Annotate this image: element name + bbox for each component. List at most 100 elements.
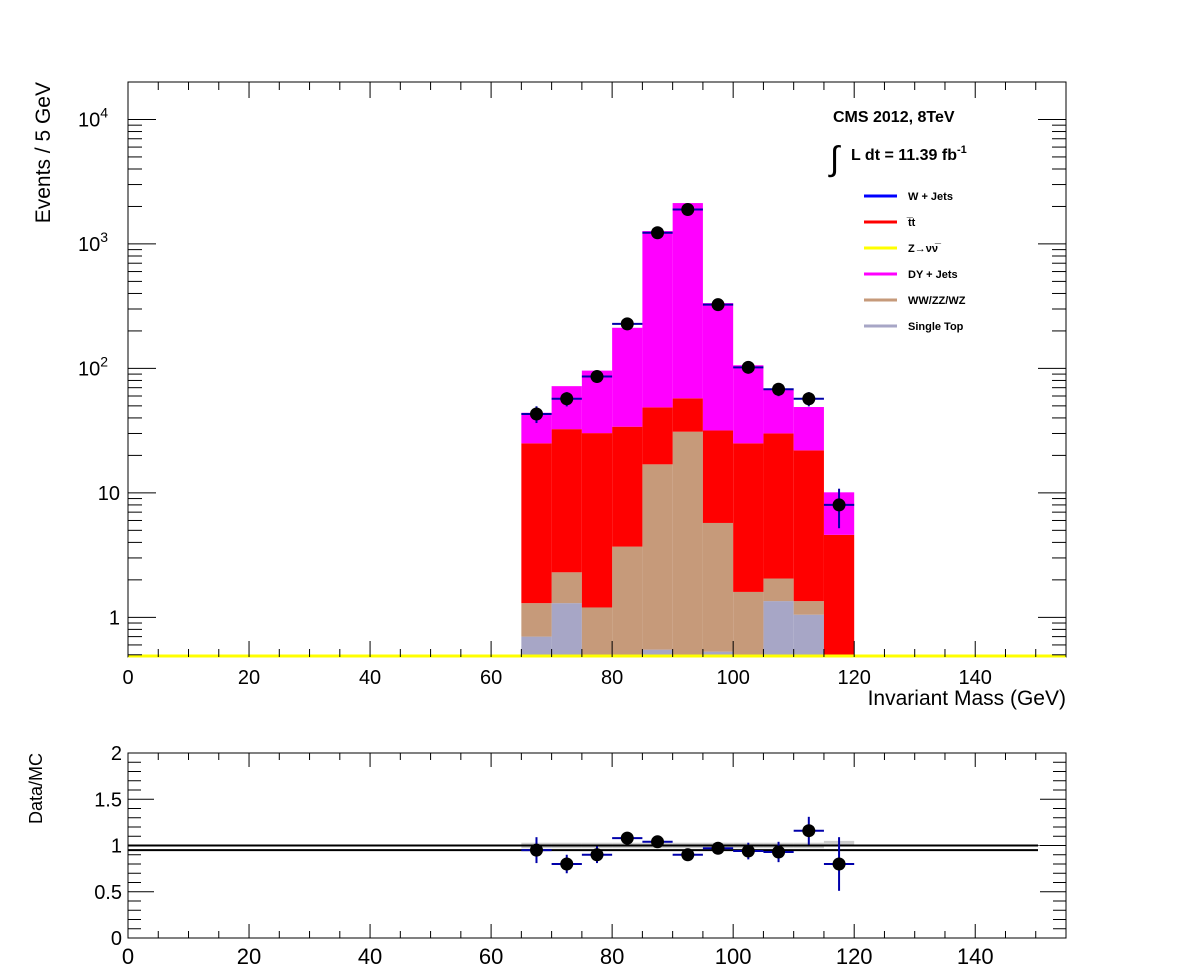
- bar-t-t-5: [672, 398, 703, 432]
- bar-ww-zz-wz-2: [581, 607, 613, 657]
- legend-label: t̅t: [906, 217, 916, 229]
- bar-dy-jets-8: [763, 390, 794, 434]
- bar-single-top-4: [642, 649, 673, 657]
- ratio-y-tick-label: 0.5: [94, 882, 122, 904]
- bar-single-top-6: [702, 651, 734, 657]
- ratio-point: [529, 843, 543, 857]
- bar-t-t-4: [642, 407, 673, 465]
- legend: W + Jets t̅t Z→νν̅ DY + Jets WW/ZZ/WZ Single …: [864, 191, 966, 333]
- ratio-x-tick-label: 100: [715, 944, 752, 969]
- ratio-x-tick-label: 40: [358, 944, 382, 969]
- data-point: [529, 407, 543, 421]
- ratio-panel: 0 20 40 60 80 100 120 140 0 0.5 1 1.5 2 Data/MC: [26, 743, 1067, 969]
- bar-single-top-1: [551, 603, 582, 657]
- main-x-tick-label: 100: [716, 667, 749, 689]
- ratio-point: [560, 857, 574, 871]
- main-x-axis-ticks: 0 20 40 60 80 100 120 140: [122, 82, 1067, 689]
- main-y-tick-label: 10: [98, 483, 120, 505]
- data-point: [681, 203, 695, 217]
- bar-ww-zz-wz-8: [763, 578, 794, 602]
- y-axis-title: Events / 5 GeV: [32, 82, 55, 223]
- bar-t-t-6: [702, 430, 734, 523]
- bar-ww-zz-wz-5: [672, 431, 703, 657]
- main-histogram-panel: 0 20 40 60 80 100 120 140 1 10 102 103 104 Invarian…: [32, 81, 1067, 710]
- bar-ww-zz-wz-6: [702, 522, 734, 652]
- main-x-tick-label: 0: [122, 667, 133, 689]
- ratio-x-tick-label: 120: [836, 944, 873, 969]
- ratio-y-tick-label: 2: [111, 743, 122, 765]
- main-x-tick-label: 80: [601, 667, 623, 689]
- ratio-points: [521, 816, 855, 891]
- main-y-tick-label: 1: [109, 607, 120, 629]
- legend-label: DY + Jets: [908, 269, 958, 281]
- main-x-tick-label: 120: [838, 667, 871, 689]
- ratio-point: [802, 824, 816, 838]
- ratio-y-tick-label: 1.5: [94, 789, 122, 811]
- bar-single-top-0: [521, 636, 552, 657]
- x-axis-title: Invariant Mass (GeV): [868, 687, 1066, 710]
- stacked-histogram-bars: [521, 203, 855, 657]
- bar-t-t-9: [793, 450, 824, 602]
- bar-dy-jets-7: [733, 365, 764, 444]
- bar-ww-zz-wz-3: [612, 546, 643, 657]
- ratio-x-tick-label: 0: [122, 944, 134, 969]
- ratio-y-tick-label: 0: [111, 928, 122, 950]
- main-x-tick-label: 60: [480, 667, 502, 689]
- ratio-x-axis-ticks: 0 20 40 60 80 100 120 140: [122, 753, 1067, 969]
- ratio-y-tick-label: 1: [111, 836, 122, 858]
- ratio-y-axis-title: Data/MC: [26, 753, 46, 824]
- data-point: [802, 392, 816, 406]
- main-y-axis-ticks: 1 10 102 103 104: [78, 81, 1066, 656]
- ratio-x-tick-label: 140: [957, 944, 994, 969]
- bar-single-top-9: [793, 614, 824, 657]
- experiment-label: CMS 2012, 8TeV: [833, 109, 955, 126]
- bar-t-t-10: [823, 534, 855, 657]
- bar-dy-jets-3: [612, 327, 643, 427]
- bar-ww-zz-wz-9: [793, 601, 824, 615]
- bar-t-t-0: [521, 443, 552, 604]
- data-point: [772, 382, 786, 396]
- main-x-tick-label: 40: [359, 667, 381, 689]
- bar-t-t-2: [581, 433, 613, 608]
- data-point: [560, 392, 574, 406]
- bar-dy-jets-9: [793, 407, 824, 451]
- ratio-point: [651, 835, 665, 849]
- bar-dy-jets-4: [642, 231, 673, 408]
- ratio-point: [741, 844, 755, 858]
- legend-label: Single Top: [908, 321, 964, 333]
- ratio-point: [772, 845, 786, 859]
- bar-ww-zz-wz-0: [521, 603, 552, 637]
- main-x-tick-label: 20: [238, 667, 260, 689]
- legend-label: WW/ZZ/WZ: [908, 295, 966, 307]
- bar-t-t-7: [733, 443, 764, 592]
- bar-dy-jets-5: [672, 203, 703, 399]
- data-point: [590, 370, 604, 384]
- data-point: [832, 498, 846, 512]
- bar-ww-zz-wz-4: [642, 464, 673, 650]
- bar-single-top-8: [763, 601, 794, 657]
- bar-t-t-8: [763, 433, 794, 579]
- ratio-point: [681, 848, 695, 862]
- main-x-tick-label: 140: [959, 667, 992, 689]
- main-y-tick-label: 103: [78, 229, 108, 256]
- ratio-point: [590, 848, 604, 862]
- ratio-point: [620, 831, 634, 845]
- data-point: [651, 226, 665, 240]
- bar-t-t-3: [612, 426, 643, 547]
- data-point: [620, 317, 634, 331]
- integral-symbol: ∫: [828, 140, 841, 178]
- main-y-tick-label: 102: [78, 353, 108, 380]
- ratio-point: [832, 857, 846, 871]
- luminosity-label: L dt = 11.39 fb-1: [851, 144, 967, 164]
- main-y-tick-label: 104: [78, 104, 108, 131]
- ratio-x-tick-label: 80: [600, 944, 624, 969]
- legend-label: W + Jets: [908, 191, 953, 203]
- bar-ww-zz-wz-7: [733, 591, 764, 657]
- bar-t-t-1: [551, 429, 582, 573]
- ratio-y-axis-ticks: 0 0.5 1 1.5 2: [94, 743, 1066, 950]
- data-points: [521, 203, 855, 529]
- legend-label: Z→νν̅: [908, 243, 942, 255]
- data-point: [711, 298, 725, 312]
- bar-dy-jets-6: [702, 303, 734, 431]
